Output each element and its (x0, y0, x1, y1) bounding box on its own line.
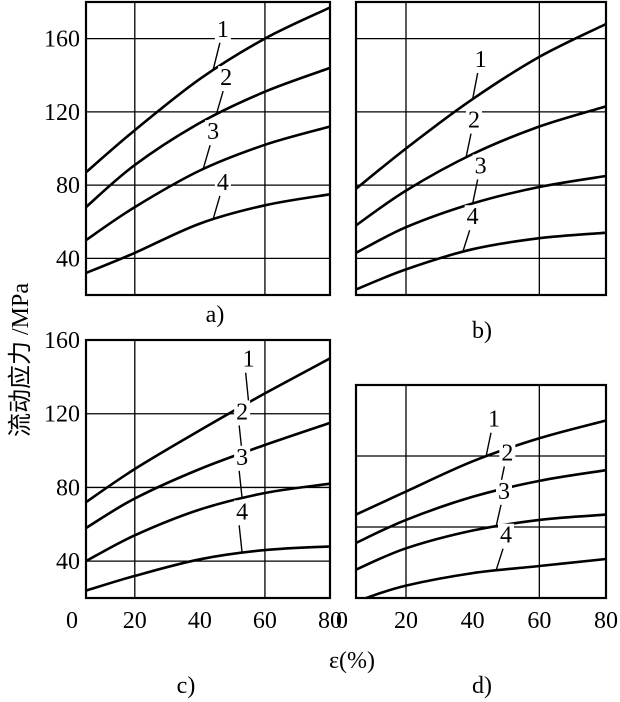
series-line-1 (355, 419, 607, 516)
series-label-4: 4 (500, 523, 512, 549)
series-label-2: 2 (501, 440, 513, 466)
x-tick-label: 80 (594, 608, 618, 634)
series-label-backdrop (472, 48, 489, 71)
series-line-2 (85, 66, 331, 209)
series-leader-1 (485, 432, 492, 457)
y-tick-label: 160 (44, 27, 80, 53)
series-label-4: 4 (467, 204, 479, 230)
series-label-1: 1 (217, 17, 229, 43)
panel-b: 1 2 3 4 b) (354, 0, 608, 344)
series-leader-4 (495, 548, 504, 571)
series-label-4: 4 (236, 499, 248, 525)
series-leader-2 (465, 133, 472, 158)
series-line-2 (355, 105, 607, 227)
plot-frame (84, 0, 332, 297)
series-label-2: 2 (236, 399, 248, 425)
plot-frame (354, 383, 608, 600)
series-line-2 (355, 468, 607, 545)
series-label-backdrop (496, 479, 512, 502)
series-label-backdrop (499, 441, 516, 464)
y-tick-label: 40 (56, 246, 80, 272)
series-label-backdrop (498, 523, 514, 546)
series-leader-4 (461, 230, 471, 253)
panel-label: c) (177, 673, 196, 699)
series-label-3: 3 (207, 119, 219, 145)
series-label-2: 2 (220, 65, 232, 91)
series-leader-4 (238, 525, 243, 554)
series-line-3 (85, 125, 331, 242)
x-tick-label: 20 (394, 608, 418, 634)
series-leader-2 (215, 90, 224, 116)
series-line-1 (85, 357, 331, 504)
series-label-1: 1 (475, 47, 487, 73)
plot-frame (84, 338, 332, 600)
series-label-2: 2 (468, 108, 480, 134)
panel-c: 1 2 3 4 40 80 120 160 0 20 40 60 80 c) (44, 328, 342, 699)
series-line-4 (85, 193, 331, 275)
series-label-4: 4 (217, 170, 229, 196)
series-line-1 (355, 22, 607, 190)
series-label-backdrop (218, 66, 235, 89)
series-label-backdrop (234, 400, 251, 423)
series-line-3 (355, 513, 607, 571)
panel-a: 1 2 3 4 40 80 120 160 a) (44, 0, 332, 328)
series-leader-1 (212, 42, 221, 72)
series-label-backdrop (234, 500, 251, 523)
x-tick-label: 40 (461, 608, 485, 634)
x-tick-label: 40 (188, 608, 212, 634)
series-label-backdrop (240, 347, 257, 370)
series-leader-3 (471, 179, 479, 204)
series-label-3: 3 (475, 153, 487, 179)
series-line-4 (85, 545, 331, 592)
series-label-1: 1 (243, 347, 255, 373)
y-tick-label: 40 (56, 549, 80, 575)
x-tick-label: 60 (527, 608, 551, 634)
series-line-2 (85, 421, 331, 530)
y-tick-label: 120 (44, 402, 80, 428)
x-axis-label: ε(%) (329, 648, 375, 674)
series-label-backdrop (205, 120, 222, 143)
series-leader-4 (212, 195, 221, 221)
x-tick-label: 60 (253, 608, 277, 634)
y-axis-label: 流动应力 /MPa (7, 283, 34, 437)
series-label-backdrop (464, 205, 481, 228)
x-tick-label: 20 (123, 608, 147, 634)
series-line-1 (85, 6, 331, 174)
series-leader-3 (238, 470, 243, 499)
series-label-backdrop (472, 154, 489, 177)
x-tick-label: 0 (336, 608, 348, 634)
plot-frame (354, 0, 608, 297)
series-leader-1 (471, 72, 479, 100)
y-tick-label: 160 (44, 328, 80, 354)
x-tick-label: 0 (66, 608, 78, 634)
series-label-backdrop (214, 17, 231, 40)
series-line-3 (85, 482, 331, 563)
y-tick-label: 80 (56, 475, 80, 501)
y-tick-label: 120 (44, 100, 80, 126)
x-tick-label: 80 (318, 608, 342, 634)
series-label-3: 3 (498, 479, 510, 505)
series-label-1: 1 (488, 407, 500, 433)
series-leader-3 (495, 504, 502, 527)
series-leader-3 (202, 144, 211, 170)
series-label-backdrop (486, 407, 502, 430)
panel-label: d) (472, 673, 492, 699)
series-line-4 (365, 557, 607, 600)
series-label-backdrop (214, 170, 231, 193)
series-line-3 (355, 174, 607, 255)
panel-label: b) (472, 318, 492, 344)
series-label-3: 3 (236, 445, 248, 471)
panel-label: a) (206, 302, 225, 328)
series-label-backdrop (234, 445, 251, 468)
series-leader-1 (244, 372, 250, 403)
series-line-4 (355, 231, 607, 291)
y-tick-label: 80 (56, 173, 80, 199)
series-label-backdrop (466, 108, 482, 131)
